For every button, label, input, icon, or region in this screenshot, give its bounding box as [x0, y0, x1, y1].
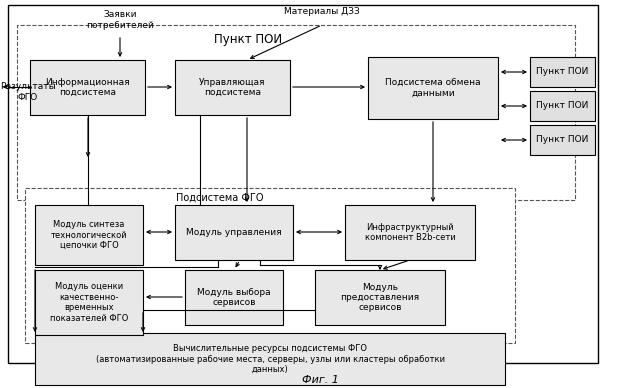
FancyBboxPatch shape — [17, 25, 575, 200]
Text: Заявки
потребителей: Заявки потребителей — [86, 10, 154, 30]
FancyBboxPatch shape — [530, 57, 595, 87]
Text: Материалы ДЗЗ: Материалы ДЗЗ — [284, 7, 360, 17]
Text: Модуль управления: Модуль управления — [186, 228, 282, 237]
Text: Модуль синтеза
технологической
цепочки ФГО: Модуль синтеза технологической цепочки Ф… — [51, 220, 127, 250]
FancyBboxPatch shape — [345, 205, 475, 260]
FancyBboxPatch shape — [35, 205, 143, 265]
FancyBboxPatch shape — [35, 270, 143, 335]
Text: Результаты
ФГО: Результаты ФГО — [0, 82, 56, 102]
Text: Модуль
предоставления
сервисов: Модуль предоставления сервисов — [340, 282, 420, 312]
FancyBboxPatch shape — [530, 91, 595, 121]
FancyBboxPatch shape — [315, 270, 445, 325]
Text: Подсистема ФГО: Подсистема ФГО — [176, 193, 264, 203]
Text: Модуль выбора
сервисов: Модуль выбора сервисов — [197, 288, 271, 307]
Text: Модуль оценки
качественно-
временных
показателей ФГО: Модуль оценки качественно- временных пок… — [50, 282, 128, 322]
Text: Подсистема обмена
данными: Подсистема обмена данными — [385, 78, 481, 98]
FancyBboxPatch shape — [35, 333, 505, 385]
Text: Пункт ПОИ: Пункт ПОИ — [536, 68, 589, 76]
Text: Пункт ПОИ: Пункт ПОИ — [214, 33, 282, 47]
Text: Вычислительные ресурсы подсистемы ФГО
(автоматизированные рабочие места, серверы: Вычислительные ресурсы подсистемы ФГО (а… — [95, 344, 445, 374]
FancyBboxPatch shape — [530, 125, 595, 155]
Text: Пункт ПОИ: Пункт ПОИ — [536, 102, 589, 111]
Text: Фиг. 1: Фиг. 1 — [301, 375, 339, 385]
Text: Инфраструктурный
компонент B2b-сети: Инфраструктурный компонент B2b-сети — [365, 223, 456, 242]
FancyBboxPatch shape — [175, 60, 290, 115]
FancyBboxPatch shape — [175, 205, 293, 260]
Text: Информационная
подсистема: Информационная подсистема — [45, 78, 130, 97]
FancyBboxPatch shape — [368, 57, 498, 119]
FancyBboxPatch shape — [8, 5, 598, 363]
FancyBboxPatch shape — [185, 270, 283, 325]
FancyBboxPatch shape — [25, 188, 515, 343]
Text: Управляющая
подсистема: Управляющая подсистема — [199, 78, 266, 97]
Text: Пункт ПОИ: Пункт ПОИ — [536, 135, 589, 144]
FancyBboxPatch shape — [30, 60, 145, 115]
